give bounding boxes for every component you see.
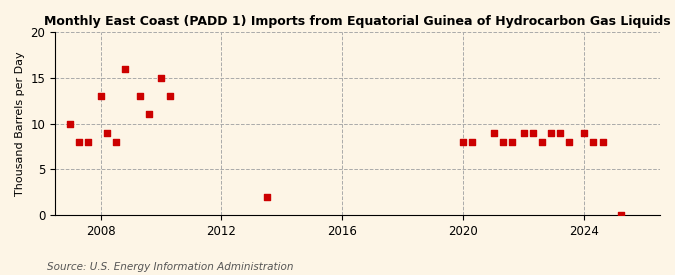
Point <box>83 140 94 144</box>
Point <box>144 112 155 117</box>
Point <box>458 140 469 144</box>
Point <box>95 94 106 98</box>
Point <box>537 140 547 144</box>
Point <box>597 140 608 144</box>
Point <box>506 140 517 144</box>
Point <box>616 213 626 218</box>
Point <box>488 131 499 135</box>
Point <box>588 140 599 144</box>
Point <box>528 131 539 135</box>
Point <box>165 94 176 98</box>
Point <box>564 140 574 144</box>
Point <box>579 131 590 135</box>
Text: Source: U.S. Energy Information Administration: Source: U.S. Energy Information Administ… <box>47 262 294 272</box>
Point <box>74 140 85 144</box>
Point <box>65 121 76 126</box>
Point <box>518 131 529 135</box>
Point <box>545 131 556 135</box>
Point <box>467 140 478 144</box>
Point <box>134 94 145 98</box>
Y-axis label: Thousand Barrels per Day: Thousand Barrels per Day <box>15 51 25 196</box>
Point <box>156 76 167 80</box>
Point <box>497 140 508 144</box>
Point <box>110 140 121 144</box>
Point <box>261 195 272 199</box>
Title: Monthly East Coast (PADD 1) Imports from Equatorial Guinea of Hydrocarbon Gas Li: Monthly East Coast (PADD 1) Imports from… <box>45 15 671 28</box>
Point <box>555 131 566 135</box>
Point <box>101 131 112 135</box>
Point <box>119 66 130 71</box>
